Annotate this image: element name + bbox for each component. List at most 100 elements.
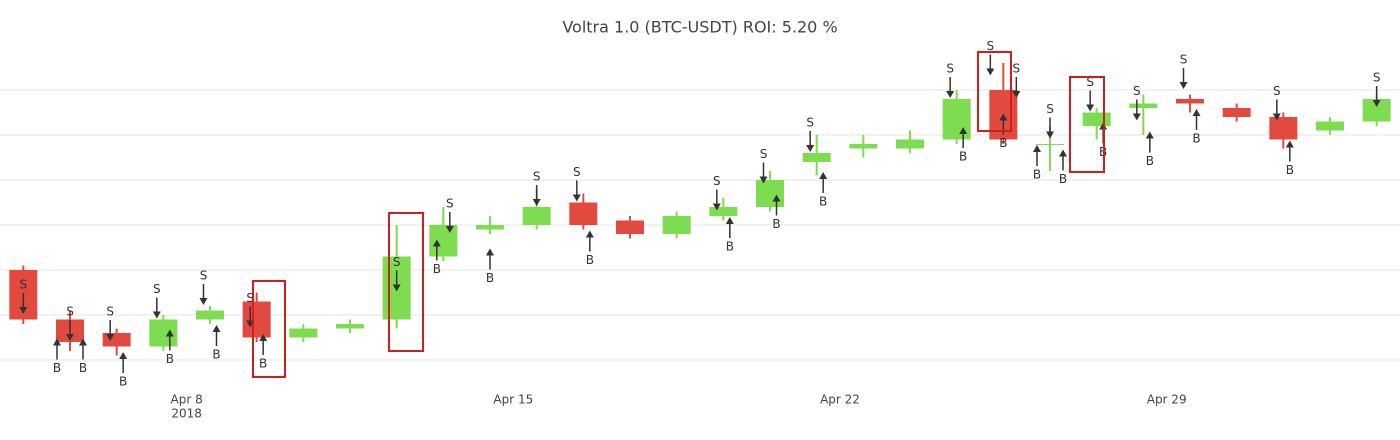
marker-arrow-head xyxy=(1192,109,1201,116)
marker-label: S xyxy=(1046,102,1054,116)
marker-label: S xyxy=(806,116,814,130)
marker-arrow-head xyxy=(165,329,174,337)
trade-marker: B xyxy=(726,217,734,254)
marker-arrow-head xyxy=(759,176,768,184)
marker-label: B xyxy=(959,150,967,164)
marker-arrow-head xyxy=(1046,131,1054,139)
marker-arrow-head xyxy=(806,145,815,152)
marker-arrow-head xyxy=(119,352,128,359)
marker-label: S xyxy=(393,255,401,269)
candle-body xyxy=(662,216,691,234)
highlight-box xyxy=(1069,76,1105,173)
candle-body xyxy=(569,202,598,225)
trade-marker: S xyxy=(106,305,115,341)
grid xyxy=(0,89,1400,361)
candle-body xyxy=(616,220,644,234)
marker-arrow-head xyxy=(445,226,454,233)
marker-label: B xyxy=(1033,168,1041,182)
marker-arrow-head xyxy=(1272,113,1281,121)
marker-arrow-head xyxy=(212,325,221,332)
marker-label: B xyxy=(212,348,220,362)
marker-arrow-head xyxy=(152,311,161,319)
candle-body xyxy=(1222,108,1251,117)
marker-label: S xyxy=(246,291,254,305)
candle-body xyxy=(1269,117,1298,140)
trade-marker: S xyxy=(1272,84,1281,121)
marker-arrow-head xyxy=(1372,100,1381,107)
trade-marker: S xyxy=(532,170,541,206)
marker-label: B xyxy=(119,375,127,389)
marker-label: B xyxy=(1059,172,1067,186)
marker-label: S xyxy=(106,305,114,319)
candle-body xyxy=(476,225,504,230)
candle-body xyxy=(802,153,831,162)
candle-body xyxy=(849,144,878,149)
trade-marker: S xyxy=(759,147,768,184)
trade-marker: S xyxy=(199,269,208,305)
marker-arrow-head xyxy=(1086,104,1095,112)
trade-marker: B xyxy=(259,334,267,371)
marker-label: B xyxy=(53,361,61,375)
marker-label: S xyxy=(446,197,454,211)
candle-body xyxy=(1176,99,1204,104)
candle-body xyxy=(1036,144,1064,145)
marker-label: B xyxy=(999,136,1007,150)
marker-label: B xyxy=(1286,163,1294,177)
trade-marker: B xyxy=(79,338,87,375)
marker-arrow-head xyxy=(432,239,441,247)
marker-label: S xyxy=(760,147,768,161)
highlight-box xyxy=(977,51,1012,132)
trade-marker: S xyxy=(152,282,161,319)
trade-marker: B xyxy=(819,172,827,209)
marker-arrow-head xyxy=(986,68,995,76)
marker-arrow-head xyxy=(819,172,828,179)
trade-marker: S xyxy=(1372,71,1381,107)
marker-label: B xyxy=(486,271,494,285)
candles xyxy=(9,63,1391,356)
candle-body xyxy=(1316,121,1344,131)
marker-label: S xyxy=(533,170,541,184)
marker-arrow-head xyxy=(1012,91,1021,98)
marker-label: S xyxy=(1133,84,1141,98)
marker-arrow-head xyxy=(486,248,494,256)
marker-label: S xyxy=(987,39,995,53)
marker-arrow-head xyxy=(259,334,268,341)
x-year-label: 2018 xyxy=(171,407,202,421)
candle-body xyxy=(242,301,271,338)
marker-label: S xyxy=(1373,71,1381,85)
trade-marker: S xyxy=(1046,102,1054,139)
trade-marker: B xyxy=(1286,140,1294,177)
marker-label: B xyxy=(586,253,594,267)
marker-arrow-head xyxy=(725,217,734,224)
marker-label: S xyxy=(713,174,721,188)
marker-arrow-head xyxy=(79,338,87,346)
marker-arrow-head xyxy=(1059,149,1067,157)
marker-arrow-head xyxy=(585,230,594,238)
marker-label: S xyxy=(153,282,161,296)
trade-marker: S xyxy=(1179,53,1188,89)
marker-arrow-head xyxy=(999,113,1008,121)
trade-marker: S xyxy=(946,62,955,98)
marker-label: S xyxy=(1013,62,1021,76)
trade-marker: B xyxy=(165,329,174,366)
trade-marker: B xyxy=(1146,131,1154,168)
marker-arrow-head xyxy=(199,298,208,305)
candle-body xyxy=(196,310,224,320)
marker-arrow-head xyxy=(19,307,28,314)
marker-label: B xyxy=(1192,132,1200,146)
marker-arrow-head xyxy=(1033,145,1041,152)
marker-label: B xyxy=(819,195,827,209)
candle-body xyxy=(1129,103,1158,108)
trade-marker: B xyxy=(1059,149,1067,186)
trade-marker: S xyxy=(806,116,815,152)
marker-label: B xyxy=(166,352,174,366)
marker-arrow-head xyxy=(106,334,115,341)
trade-marker: S xyxy=(445,197,454,233)
marker-arrow-head xyxy=(712,203,721,211)
marker-arrow-head xyxy=(959,127,968,134)
candle-body xyxy=(522,207,551,225)
marker-label: B xyxy=(726,240,734,254)
